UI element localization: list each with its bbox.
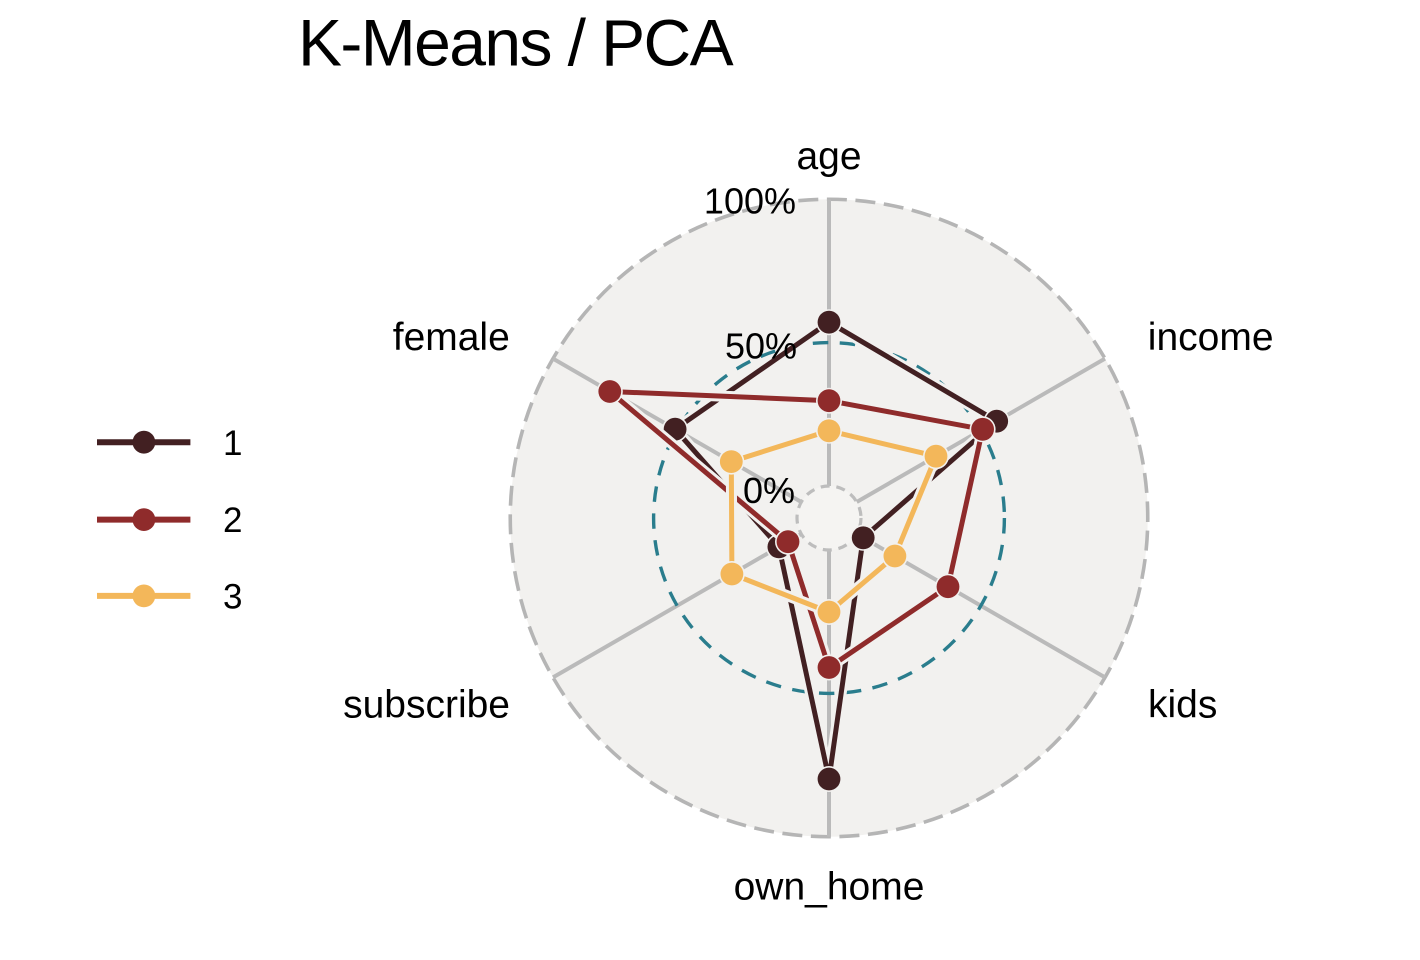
- svg-text:2: 2: [223, 501, 242, 540]
- svg-text:income: income: [1148, 316, 1274, 359]
- svg-text:1: 1: [223, 424, 242, 463]
- svg-text:100%: 100%: [704, 181, 796, 222]
- svg-text:K-Means / PCA: K-Means / PCA: [298, 6, 734, 80]
- svg-text:subscribe: subscribe: [343, 683, 510, 726]
- svg-text:3: 3: [223, 578, 242, 617]
- svg-text:0%: 0%: [743, 470, 795, 511]
- svg-text:age: age: [796, 135, 861, 178]
- svg-text:female: female: [393, 316, 510, 359]
- svg-text:kids: kids: [1148, 683, 1217, 726]
- svg-text:50%: 50%: [725, 326, 797, 367]
- svg-text:own_home: own_home: [734, 865, 925, 908]
